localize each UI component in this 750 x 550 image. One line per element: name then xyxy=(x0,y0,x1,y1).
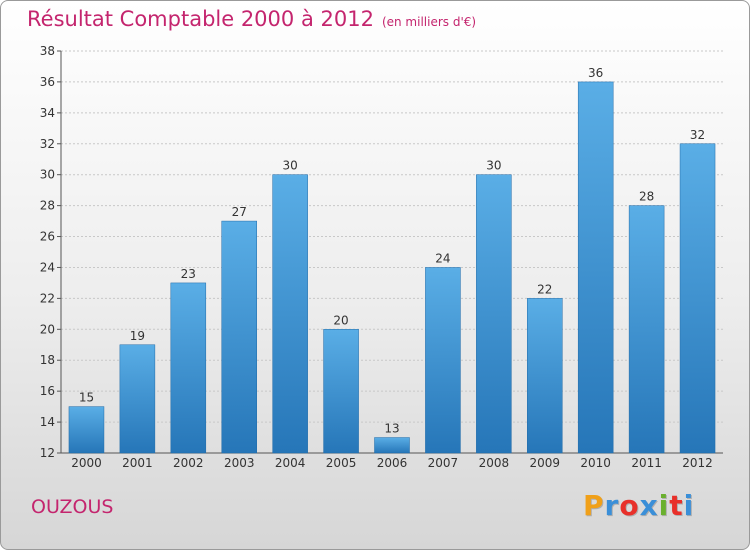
bar-2004 xyxy=(272,174,308,454)
x-tick-label-2004: 2004 xyxy=(275,456,306,470)
x-tick-label-2002: 2002 xyxy=(173,456,204,470)
bar-2001 xyxy=(119,344,156,454)
y-tick-label: 30 xyxy=(40,168,55,182)
y-tick-label: 14 xyxy=(40,415,55,429)
x-tick-label-2000: 2000 xyxy=(71,456,102,470)
data-label-2010: 36 xyxy=(588,66,603,80)
data-label-2000: 15 xyxy=(79,391,94,405)
x-tick-label-2012: 2012 xyxy=(682,456,713,470)
bar-2010 xyxy=(577,81,614,454)
logo-letter: x xyxy=(639,489,659,522)
chart-title: Résultat Comptable 2000 à 2012 (en millie… xyxy=(27,7,476,31)
data-labels: 15 19 23 27 30 20 13 24 30 22 36 28 32 xyxy=(79,66,705,436)
grid-lines xyxy=(61,50,723,454)
x-tick-label-2001: 2001 xyxy=(122,456,153,470)
bar-2000 xyxy=(68,406,105,454)
chart-subtitle: (en milliers d'€) xyxy=(381,15,477,29)
commune-name: OUZOUS xyxy=(31,496,114,518)
y-tick-label: 24 xyxy=(40,260,55,274)
bar-2007 xyxy=(425,267,461,454)
x-tick-label-2007: 2007 xyxy=(428,456,459,470)
data-label-2008: 30 xyxy=(486,159,501,173)
data-label-2001: 19 xyxy=(130,329,145,343)
logo-letter: i xyxy=(658,489,670,522)
x-tick-label-2010: 2010 xyxy=(580,456,611,470)
y-tick-label: 12 xyxy=(40,446,55,460)
data-label-2012: 32 xyxy=(690,128,705,142)
bar-2005 xyxy=(323,329,359,454)
y-tick-label: 34 xyxy=(40,106,55,120)
x-tick-label-2011: 2011 xyxy=(631,456,662,470)
y-tick-label: 18 xyxy=(40,353,55,367)
bar-2011 xyxy=(628,205,665,454)
bar-2002 xyxy=(170,282,207,454)
proxiti-logo: Proxiti xyxy=(583,489,694,522)
data-label-2011: 28 xyxy=(639,190,654,204)
logo-letter: t xyxy=(669,489,684,522)
bar-2012 xyxy=(679,143,716,454)
logo-letter: r xyxy=(604,489,620,522)
data-label-2002: 23 xyxy=(181,267,196,281)
y-tick-label: 28 xyxy=(40,199,55,213)
bar-2009 xyxy=(527,298,563,454)
logo-letter: i xyxy=(683,489,695,522)
x-tick-label-2009: 2009 xyxy=(529,456,560,470)
data-label-2009: 22 xyxy=(537,282,552,296)
data-label-2006: 13 xyxy=(384,422,399,436)
data-label-2005: 20 xyxy=(333,313,348,327)
x-tick-label-2006: 2006 xyxy=(377,456,408,470)
bar-2006 xyxy=(374,437,410,454)
chart-title-text: Résultat Comptable 2000 à 2012 xyxy=(27,7,374,31)
y-tick-label: 20 xyxy=(40,322,55,336)
data-label-2003: 27 xyxy=(232,205,247,219)
y-tick-label: 38 xyxy=(40,44,55,58)
y-tick-label: 26 xyxy=(40,230,55,244)
data-label-2007: 24 xyxy=(435,251,450,265)
bar-2008 xyxy=(476,174,512,454)
logo-letter: o xyxy=(619,489,640,522)
logo-letter: P xyxy=(583,489,605,522)
x-tick-label-2003: 2003 xyxy=(224,456,255,470)
bars xyxy=(68,81,716,454)
y-tick-label: 32 xyxy=(40,137,55,151)
bar-2003 xyxy=(221,220,257,454)
y-tick-label: 36 xyxy=(40,75,55,89)
data-label-2004: 30 xyxy=(283,159,298,173)
y-tick-label: 22 xyxy=(40,291,55,305)
x-tick-label-2005: 2005 xyxy=(326,456,357,470)
x-tick-label-2008: 2008 xyxy=(479,456,510,470)
axes: 12 14 16 18 20 22 24 26 28 30 32 34 36 38 2000 2001 2002… xyxy=(40,44,723,470)
y-tick-label: 16 xyxy=(40,384,55,398)
